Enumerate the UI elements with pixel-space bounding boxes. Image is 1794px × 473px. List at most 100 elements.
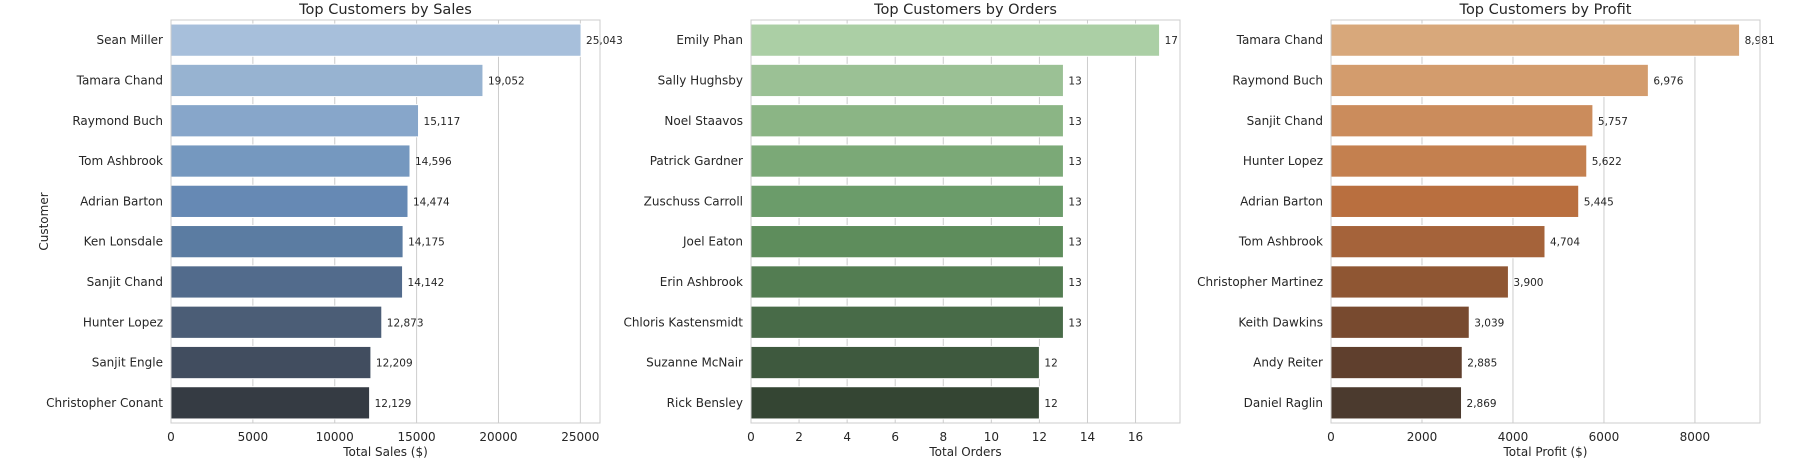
bars [750,23,1161,420]
category-label: Sanjit Engle [92,356,163,370]
category-label: Joel Eaton [682,235,743,249]
bar-adrian-barton [170,184,409,218]
data-label: 14,596 [415,156,452,168]
bar-tom-ashbrook [170,144,411,178]
category-label: Ken Lonsdale [84,235,163,249]
panel-sales: 25,043 19,052 15,117 14,596 14,474 14,175 14,1… [37,2,623,459]
category-label: Christopher Conant [46,396,163,410]
x-axis-label: Total Profit ($) [1503,445,1588,459]
x-tick-label: 2000 [1407,430,1438,444]
category-label: Sean Miller [97,33,164,47]
data-label: 13 [1068,156,1081,168]
category-label: Tamara Chand [76,73,163,87]
x-tick-label: 6000 [1589,430,1620,444]
data-label: 13 [1068,196,1081,208]
data-label: 19,052 [488,75,525,87]
x-tick-label: 8000 [1680,430,1711,444]
bar-suzanne-mcnair [750,345,1040,380]
data-label: 5,445 [1584,196,1614,208]
data-label: 13 [1068,75,1081,87]
chart-title: Top Customers by Sales [298,2,472,18]
category-label: Emily Phan [676,33,743,47]
bar-zuschuss-carroll [750,184,1064,218]
bar-daniel-raglin [1330,386,1463,420]
bar-sean-miller [170,23,582,57]
category-label: Adrian Barton [1240,194,1323,208]
data-label: 13 [1068,116,1081,128]
x-tick-label: 14 [1080,430,1095,444]
category-label: Zuschuss Carroll [644,194,743,208]
category-labels: Sean Miller Tamara Chand Raymond Buch Tom A… [46,33,163,410]
bar-christopher-martinez [1330,265,1509,299]
plot-frame [1330,19,1761,424]
bar-tamara-chand [1330,23,1741,57]
data-labels: 17 13 13 13 13 13 13 13 12 12 [1044,35,1178,410]
data-label: 5,622 [1592,156,1622,168]
chart-title: Top Customers by Orders [873,2,1057,18]
plot-frame [170,19,601,424]
bar-ken-lonsdale [170,225,404,259]
x-tick-label: 12 [1032,430,1047,444]
data-label: 25,043 [586,35,623,47]
data-label: 14,142 [408,277,445,289]
category-label: Tom Ashbrook [1238,235,1323,249]
data-label: 3,039 [1474,317,1504,329]
bar-raymond-buch [1330,63,1649,98]
x-tick-labels: 0 2000 4000 6000 8000 [1327,430,1710,444]
data-label: 15,117 [424,116,461,128]
bar-andy-reiter [1330,345,1463,380]
category-label: Raymond Buch [72,114,163,128]
bar-sanjit-chand [170,265,404,299]
x-tick-label: 6 [891,430,899,444]
panel-orders: 17 13 13 13 13 13 13 13 12 12 Emily Phan Sally Hug… [623,2,1181,459]
bar-tamara-chand [170,63,484,98]
bars [170,23,582,420]
data-label: 12,129 [375,398,412,410]
bar-raymond-buch [170,104,420,138]
panel-profit: 8,9816,9765,7575,6225,4454,7043,9003,039… [1197,2,1775,459]
data-label: 4,704 [1550,237,1580,249]
x-tick-label: 0 [1327,430,1335,444]
x-tick-label: 8 [939,430,947,444]
data-label: 12,873 [387,317,424,329]
category-label: Rick Bensley [667,396,743,410]
category-label: Hunter Lopez [83,315,163,329]
bar-emily-phan [750,23,1161,57]
plot-frame [750,19,1181,424]
bar-erin-ashbrook [750,265,1064,299]
data-label: 6,976 [1653,75,1683,87]
category-label: Sanjit Chand [87,275,163,289]
x-tick-label: 0 [167,430,175,444]
category-label: Christopher Martinez [1197,275,1323,289]
y-axis-label: Customer [37,192,51,250]
data-label: 13 [1068,317,1081,329]
category-label: Adrian Barton [80,194,163,208]
bar-noel-staavos [750,104,1064,138]
data-label: 2,869 [1467,398,1497,410]
category-label: Hunter Lopez [1243,154,1323,168]
x-tick-labels: 0 5000 10000 15000 20000 25000 [167,430,599,444]
bar-christopher-conant [170,386,371,420]
bar-sanjit-chand [1330,104,1594,138]
data-label: 5,757 [1598,116,1628,128]
x-tick-label: 4000 [1498,430,1529,444]
data-label: 14,474 [413,196,450,208]
category-label: Suzanne McNair [646,356,743,370]
data-label: 13 [1068,237,1081,249]
category-label: Chloris Kastensmidt [623,315,743,329]
x-tick-label: 2 [795,430,803,444]
data-label: 3,900 [1513,277,1543,289]
category-label: Tom Ashbrook [78,154,163,168]
data-label: 17 [1165,35,1178,47]
category-labels: Tamara Chand Raymond Buch Sanjit Chand Hunt… [1197,33,1323,410]
bar-hunter-lopez [1330,144,1588,178]
x-tick-label: 15000 [398,430,436,444]
x-tick-label: 4 [843,430,851,444]
bar-joel-eaton [750,225,1064,259]
bar-keith-dawkins [1330,305,1470,339]
category-label: Sanjit Chand [1247,114,1323,128]
category-label: Tamara Chand [1236,33,1323,47]
category-label: Sally Hughsby [658,73,743,87]
x-tick-label: 5000 [238,430,269,444]
x-axis-label: Total Orders [928,445,1001,459]
